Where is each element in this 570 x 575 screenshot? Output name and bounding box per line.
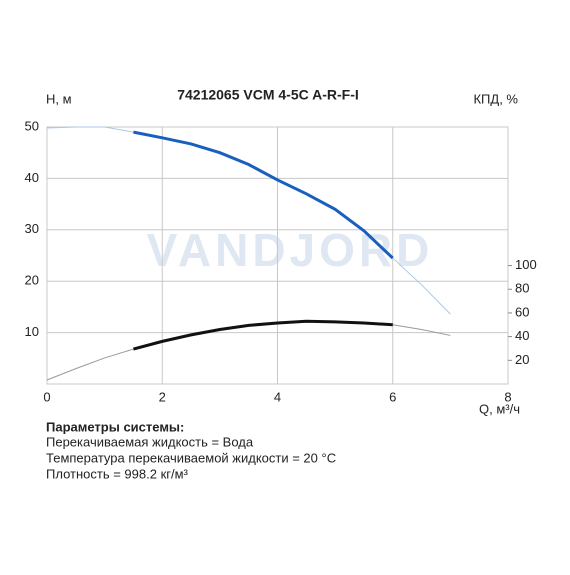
curve-extended: [46, 126, 451, 315]
y-tick-label: 50: [25, 118, 39, 133]
x-tick-label: 2: [159, 389, 166, 404]
y-tick-label: 40: [25, 170, 39, 185]
info-line: Плотность = 998.2 кг/м³: [46, 466, 189, 481]
y2-tick-label: 80: [515, 281, 529, 296]
y-axis-label: H, м: [46, 91, 72, 106]
curve-extended: [46, 320, 451, 381]
y-tick-label: 20: [25, 273, 39, 288]
x-tick-label: 4: [274, 389, 281, 404]
y2-tick-label: 20: [515, 352, 529, 367]
y-tick-label: 30: [25, 221, 39, 236]
y-tick-label: 10: [25, 324, 39, 339]
watermark: VANDJORD: [147, 224, 434, 276]
curve-working: [133, 130, 394, 260]
info-heading: Параметры системы:: [46, 419, 184, 434]
info-line: Температура перекачиваемой жидкости = 20…: [46, 450, 336, 465]
x-tick-label: 0: [43, 389, 50, 404]
y2-tick-label: 40: [515, 328, 529, 343]
x-tick-label: 6: [389, 389, 396, 404]
curve-working: [133, 319, 393, 351]
x-axis-label: Q, м³/ч: [479, 401, 520, 416]
x-tick-label: 8: [504, 389, 511, 404]
y2-tick-label: 60: [515, 304, 529, 319]
y2-axis-label: КПД, %: [473, 91, 518, 106]
info-line: Перекачиваемая жидкость = Вода: [46, 434, 254, 449]
chart-title: 74212065 VCM 4-5C A-R-F-I: [177, 87, 359, 103]
y2-tick-label: 100: [515, 257, 537, 272]
